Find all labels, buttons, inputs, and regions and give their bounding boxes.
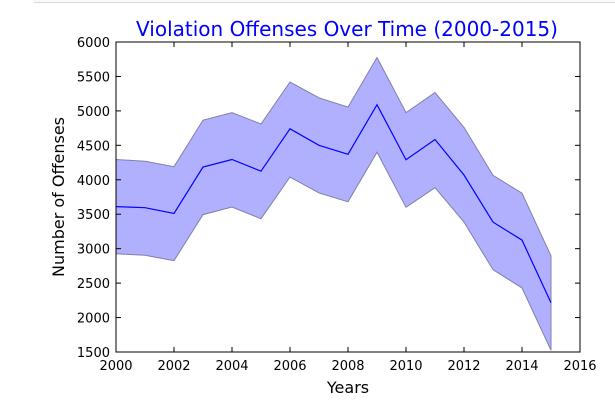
x-tick-label: 2014 bbox=[505, 359, 538, 374]
y-tick-label: 2000 bbox=[77, 312, 110, 327]
y-axis-title: Number of Offenses bbox=[49, 117, 68, 277]
x-ticks: 2000 2002 2004 2006 2008 2010 2012 2014 2016 bbox=[99, 42, 597, 374]
x-tick-label: 2002 bbox=[157, 359, 190, 374]
x-tick-label: 2004 bbox=[215, 359, 248, 374]
chart-title: Violation Offenses Over Time (2000-2015) bbox=[136, 17, 558, 41]
y-tick-label: 6000 bbox=[77, 36, 110, 51]
x-tick-label: 2012 bbox=[447, 359, 480, 374]
plot-area: 2000 2002 2004 2006 2008 2010 2012 2014 20161500… bbox=[77, 36, 597, 374]
y-tick-label: 5000 bbox=[77, 105, 110, 120]
y-tick-label: 3500 bbox=[77, 208, 110, 223]
x-tick-label: 2008 bbox=[331, 359, 364, 374]
y-tick-label: 4000 bbox=[77, 174, 110, 189]
x-tick-label: 2016 bbox=[563, 359, 596, 374]
y-tick-label: 5500 bbox=[77, 70, 110, 85]
y-tick-label: 3000 bbox=[77, 243, 110, 258]
y-ticks: 1500 2000 2500 3000 3500 4000 4500 5000 5500 6000 bbox=[77, 36, 580, 361]
x-tick-label: 2006 bbox=[273, 359, 306, 374]
x-tick-label: 2010 bbox=[389, 359, 422, 374]
confidence-band bbox=[115, 56, 552, 351]
x-axis-title: Years bbox=[326, 378, 369, 397]
y-tick-label: 4500 bbox=[77, 139, 110, 154]
series-line-0 bbox=[115, 103, 552, 303]
y-tick-label: 1500 bbox=[77, 346, 110, 361]
x-tick-label: 2000 bbox=[99, 359, 132, 374]
window-top-edge bbox=[34, 0, 615, 3]
y-tick-label: 2500 bbox=[77, 277, 110, 292]
